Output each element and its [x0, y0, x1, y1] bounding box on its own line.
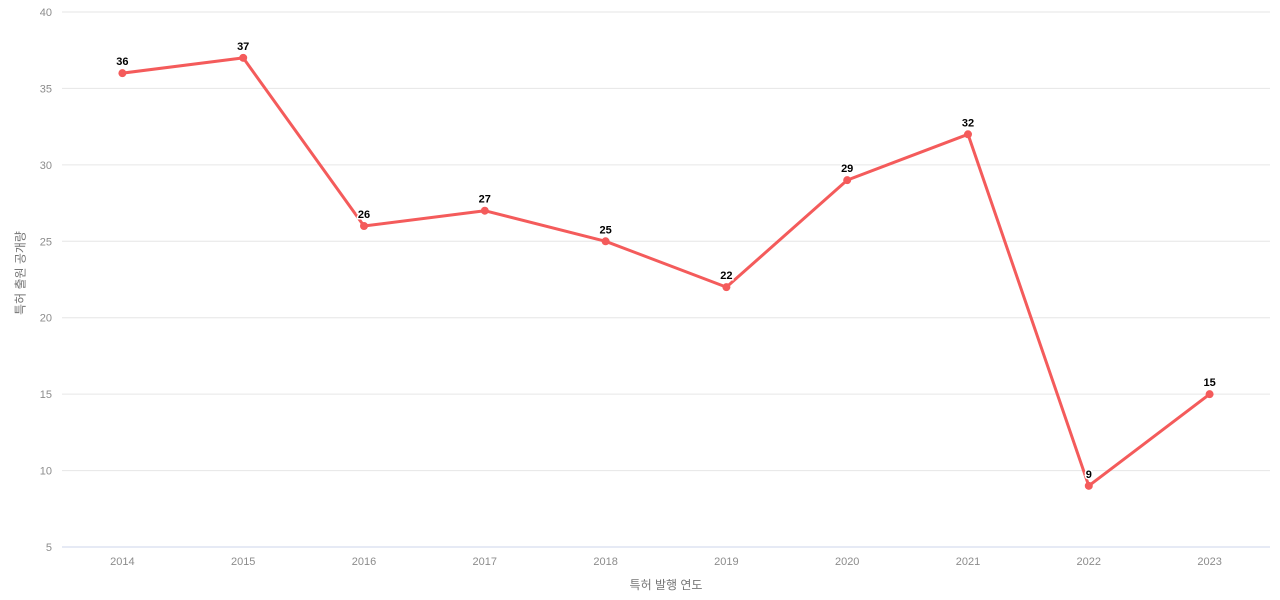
data-point-2021[interactable]	[964, 130, 972, 139]
data-point-2017[interactable]	[480, 206, 489, 215]
data-label-2020: 29	[841, 163, 853, 175]
data-label-2016: 26	[358, 209, 370, 221]
data-label-2019: 22	[720, 270, 732, 282]
y-tick-label-25: 25	[40, 236, 52, 248]
x-tick-label-2022: 2022	[1077, 556, 1101, 568]
data-point-2015[interactable]	[239, 53, 248, 62]
y-tick-label-40: 40	[40, 7, 52, 19]
x-tick-label-2023: 2023	[1197, 556, 1221, 568]
x-tick-label-2020: 2020	[835, 556, 859, 568]
y-tick-label-20: 20	[40, 313, 52, 325]
x-tick-label-2017: 2017	[473, 556, 497, 568]
y-tick-label-30: 30	[40, 160, 52, 172]
x-tick-label-2018: 2018	[593, 556, 617, 568]
x-tick-label-2015: 2015	[231, 556, 255, 568]
data-point-2016[interactable]	[360, 222, 368, 230]
y-tick-label-10: 10	[40, 466, 52, 478]
data-point-2020[interactable]	[843, 176, 852, 185]
y-tick-label-35: 35	[40, 83, 52, 95]
data-label-2023: 15	[1203, 377, 1215, 389]
data-point-2019[interactable]	[722, 283, 731, 292]
data-label-2021: 32	[962, 117, 974, 129]
x-tick-label-2016: 2016	[352, 556, 376, 568]
y-tick-label-5: 5	[46, 542, 52, 554]
data-label-2022: 9	[1086, 469, 1092, 481]
data-label-2015: 37	[237, 41, 249, 53]
data-label-2018: 25	[599, 224, 611, 236]
x-tick-label-2021: 2021	[956, 556, 980, 568]
data-point-2022[interactable]	[1084, 481, 1093, 490]
data-point-2018[interactable]	[601, 237, 610, 246]
x-tick-label-2014: 2014	[110, 556, 134, 568]
x-axis-title: 특허 발행 연도	[629, 578, 703, 592]
series-line	[120, 56, 1212, 488]
y-axis-title: 특허 출원 공개량	[13, 231, 28, 315]
data-label-2017: 27	[479, 194, 491, 206]
data-point-2014[interactable]	[118, 69, 127, 78]
data-label-2014: 36	[116, 56, 128, 68]
y-tick-label-15: 15	[40, 389, 52, 401]
data-point-2023[interactable]	[1205, 390, 1214, 399]
x-tick-label-2019: 2019	[714, 556, 738, 568]
